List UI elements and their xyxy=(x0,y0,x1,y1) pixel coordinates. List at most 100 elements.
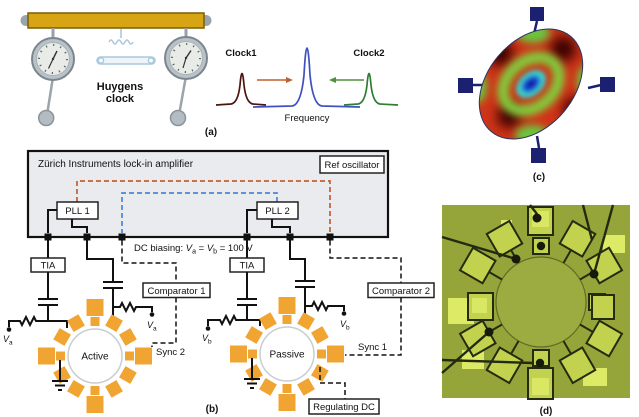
panel-c: (c) xyxy=(458,7,615,183)
tether xyxy=(488,271,503,281)
ground-symbol xyxy=(52,360,68,391)
panel-b: Zürich Instruments lock-in amplifier Ref… xyxy=(3,149,435,415)
active-resonator: Active xyxy=(38,299,152,413)
mode-green-ring xyxy=(497,51,565,117)
electrode-pad xyxy=(105,380,123,398)
va-terminal-label: Va xyxy=(147,320,157,333)
electrode-ring xyxy=(230,297,344,411)
electrode-pad xyxy=(90,317,100,326)
electrode-pad xyxy=(38,347,55,365)
capacitor-symbol xyxy=(289,240,315,317)
regulating-dc-route xyxy=(319,367,346,399)
tether xyxy=(562,249,572,264)
electrode-ring xyxy=(38,299,152,413)
pll1-label: PLL 1 xyxy=(65,206,89,217)
bond-dot xyxy=(532,213,542,223)
electrode-pad xyxy=(297,378,315,396)
minute-hand xyxy=(182,57,187,69)
coupling-spring-icon xyxy=(108,29,134,45)
clock1-label: Clock1 xyxy=(225,48,257,59)
vb-terminal-dot xyxy=(341,311,347,316)
terminal-node xyxy=(44,233,52,241)
sync1-route xyxy=(345,297,402,356)
clock-ticks xyxy=(171,43,201,73)
bond-wire xyxy=(529,204,538,215)
electrode-pad xyxy=(245,364,263,382)
mode-antinode-dark xyxy=(487,40,513,66)
pll2-wire-left xyxy=(246,209,257,233)
bond-wire xyxy=(581,204,594,241)
pull-arrow-left-icon xyxy=(329,77,364,83)
electrode-pad xyxy=(53,366,71,384)
anchor-pad xyxy=(531,148,546,163)
electrode-pad xyxy=(90,386,100,395)
pendulum-rod xyxy=(45,76,55,116)
resistor-symbol xyxy=(305,299,345,313)
sync2-route xyxy=(151,297,177,347)
panel-d: (d) xyxy=(441,204,630,417)
electrode-pad xyxy=(311,364,329,382)
electrode-pad xyxy=(67,314,85,332)
electrode-pad xyxy=(317,349,326,359)
ref-route-blue xyxy=(121,192,278,233)
electrode-pad xyxy=(67,380,85,398)
wire xyxy=(48,320,68,328)
clock-ticks xyxy=(38,44,68,74)
caption-d: (d) xyxy=(540,406,553,417)
resistor-symbol xyxy=(8,314,48,328)
anchor-pad xyxy=(458,78,473,93)
electrode-pad xyxy=(278,297,296,314)
terminal-row xyxy=(44,233,334,241)
electrode-pad xyxy=(135,347,152,365)
ref-route-orange xyxy=(76,180,331,233)
electrode-pad xyxy=(259,312,277,330)
caption-b: (b) xyxy=(206,404,219,415)
electrode-pad xyxy=(311,326,329,344)
electrode-pad xyxy=(119,366,137,384)
electrode-pad xyxy=(86,396,104,413)
capacitor-symbol xyxy=(237,272,257,320)
passive-resonator: Passive xyxy=(230,297,344,411)
electrode-pad xyxy=(248,349,257,359)
bond-wire xyxy=(441,358,534,365)
hour-hand xyxy=(52,50,58,60)
tether xyxy=(562,340,572,355)
pll2-wire-bottom xyxy=(271,219,291,233)
mode-antinode-dark xyxy=(563,97,589,123)
dc-biasing-label: DC biasing: Va = Vb = 100 V xyxy=(134,243,253,256)
electrode-pad xyxy=(259,378,277,396)
regulating-dc-label: Regulating DC xyxy=(313,402,375,413)
comparator1-route xyxy=(121,240,177,283)
sync2-label: Sync 2 xyxy=(156,347,185,358)
device-electrode xyxy=(591,294,615,320)
electrode-pad xyxy=(278,394,296,411)
amplifier-title: Zürich Instruments lock-in amplifier xyxy=(38,159,194,170)
vb-terminal-label: Vb xyxy=(340,319,350,332)
bond-dot xyxy=(535,358,545,368)
regulating-dc-box xyxy=(308,398,380,415)
device-electrode xyxy=(585,319,624,358)
capacitor-symbol xyxy=(86,240,123,318)
device-electrode xyxy=(485,346,524,385)
electrode-pad xyxy=(230,345,247,363)
comparator1-label: Comparator 1 xyxy=(147,286,205,297)
vb-terminal-dot xyxy=(205,326,211,331)
electrode-pad xyxy=(297,312,315,330)
bond-wire xyxy=(441,331,490,374)
electrode-pad xyxy=(56,351,65,361)
device-electrode xyxy=(458,246,497,285)
bright-pad xyxy=(532,378,549,395)
anchor-pads xyxy=(458,7,615,163)
coupling-arrow-icon xyxy=(96,56,156,65)
bright-pad xyxy=(462,350,484,369)
caption-a: (a) xyxy=(205,127,217,138)
device-disk xyxy=(495,256,587,348)
sync1-label: Sync 1 xyxy=(358,342,387,353)
mode-center-core xyxy=(526,79,536,89)
mode-antinode-dark xyxy=(550,36,576,62)
disk-outline xyxy=(478,28,584,140)
pull-arrow-right-icon xyxy=(257,77,293,83)
spectrum-peak-clock1 xyxy=(215,72,267,106)
